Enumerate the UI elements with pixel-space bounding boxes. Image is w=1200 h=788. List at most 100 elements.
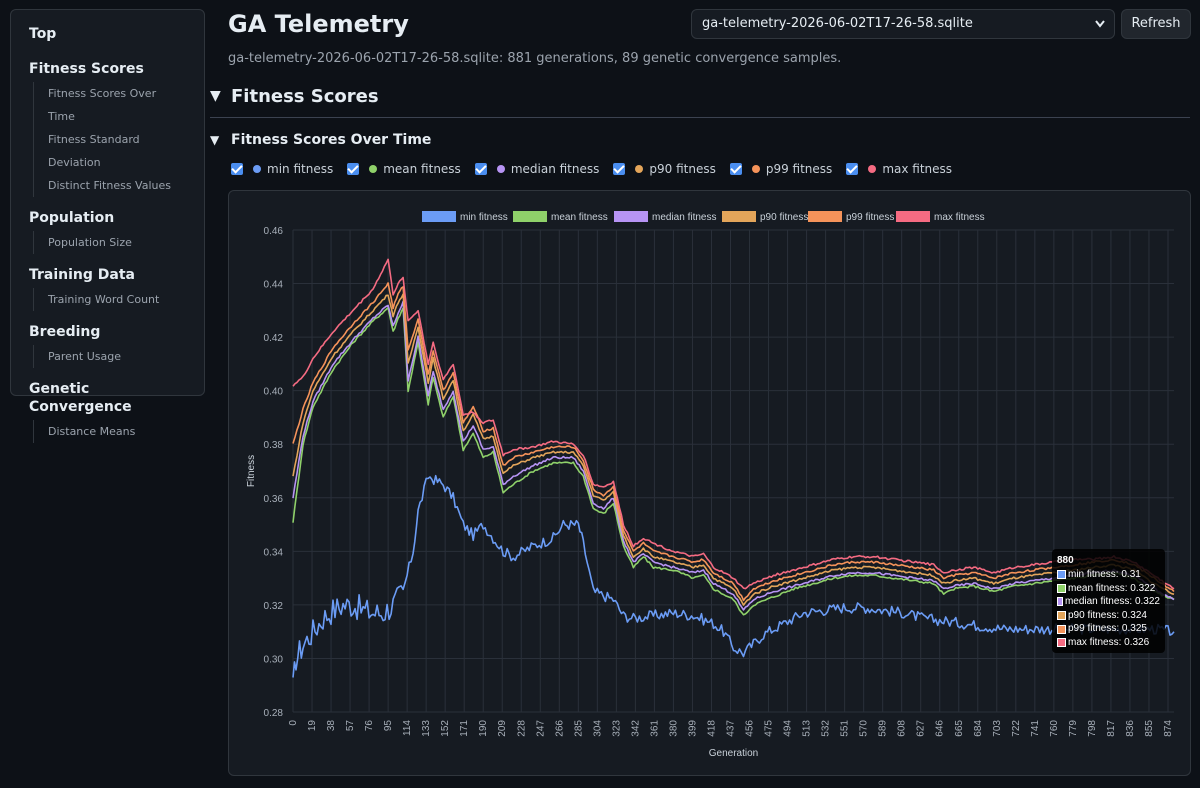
database-select[interactable]: ga-telemetry-2026-06-02T17-26-58.sqlite xyxy=(691,9,1115,39)
tooltip-label: min fitness: 0.31 xyxy=(1068,569,1141,580)
toggle-p99-fitness[interactable]: p99 fitness xyxy=(729,162,833,176)
legend-label: median fitness xyxy=(652,212,716,223)
x-tick-label: 76 xyxy=(364,720,375,732)
nav-item-fitness-std-dev[interactable]: Fitness Standard Deviation xyxy=(48,133,140,169)
x-tick-label: 741 xyxy=(1030,720,1041,737)
nav-group-training-data: Training Data Training Word Count xyxy=(29,266,186,311)
x-tick-label: 190 xyxy=(478,720,489,737)
x-tick-label: 0 xyxy=(288,720,299,726)
nav-item-population-size[interactable]: Population Size xyxy=(48,236,132,249)
x-tick-label: 19 xyxy=(307,720,318,732)
y-tick-label: 0.44 xyxy=(264,280,284,291)
section-header-fitness-scores[interactable]: ▼ Fitness Scores xyxy=(210,85,1190,118)
toggle-label: p90 fitness xyxy=(649,162,716,176)
collapse-triangle-icon[interactable]: ▼ xyxy=(210,88,221,104)
series-color-dot xyxy=(635,165,644,173)
tooltip-swatch xyxy=(1057,638,1066,648)
collapse-triangle-icon[interactable]: ▼ xyxy=(210,133,220,147)
nav-group-title[interactable]: Genetic Convergence xyxy=(29,381,132,415)
x-tick-label: 38 xyxy=(326,720,337,732)
tooltip-swatch xyxy=(1057,570,1066,580)
checkbox[interactable] xyxy=(846,163,859,175)
checkbox[interactable] xyxy=(231,163,243,175)
x-tick-label: 494 xyxy=(783,720,794,737)
nav-top-link[interactable]: Top xyxy=(29,26,57,42)
nav-item-fitness-over-time[interactable]: Fitness Scores Over Time xyxy=(48,87,157,123)
tooltip-swatch xyxy=(1057,597,1063,607)
series-line-median-fitness xyxy=(292,300,1175,611)
checkbox[interactable] xyxy=(474,163,487,175)
nav-group-title[interactable]: Population xyxy=(29,210,115,226)
toggle-p90-fitness[interactable]: p90 fitness xyxy=(613,162,716,176)
y-tick-label: 0.36 xyxy=(264,494,284,505)
nav-item-parent-usage[interactable]: Parent Usage xyxy=(48,350,121,363)
nav-item-training-word-count[interactable]: Training Word Count xyxy=(48,293,160,306)
nav-sublist: Fitness Scores Over Time Fitness Standar… xyxy=(33,82,186,197)
tooltip-label: median fitness: 0.322 xyxy=(1064,596,1160,608)
series-toggles: min fitness mean fitness median fitness … xyxy=(231,161,966,177)
y-axis-title: Fitness xyxy=(246,455,257,487)
nav-group-title[interactable]: Breeding xyxy=(29,324,101,340)
legend-label: p90 fitness xyxy=(760,212,808,223)
tooltip-label: p90 fitness: 0.324 xyxy=(1068,609,1147,621)
x-tick-label: 133 xyxy=(421,720,432,737)
y-tick-label: 0.46 xyxy=(264,226,284,237)
x-tick-label: 874 xyxy=(1163,720,1174,737)
nav-sublist: Population Size xyxy=(33,231,186,254)
toggle-mean-fitness[interactable]: mean fitness xyxy=(347,162,461,176)
nav-item-distinct-fitness[interactable]: Distinct Fitness Values xyxy=(48,179,171,192)
nav-sublist: Parent Usage xyxy=(33,345,186,368)
nav-group-title[interactable]: Fitness Scores xyxy=(29,61,144,77)
toggle-label: max fitness xyxy=(882,162,953,176)
x-tick-label: 608 xyxy=(897,720,908,737)
legend-swatch xyxy=(422,211,456,222)
page-title: GA Telemetry xyxy=(228,10,409,38)
nav-group-breeding: Breeding Parent Usage xyxy=(29,323,186,368)
x-tick-label: 456 xyxy=(745,720,756,737)
checkbox[interactable] xyxy=(613,163,626,175)
nav-group-title[interactable]: Training Data xyxy=(29,267,135,283)
x-tick-label: 855 xyxy=(1144,720,1155,737)
tooltip-row: median fitness: 0.322 xyxy=(1057,595,1160,609)
nav-group-population: Population Population Size xyxy=(29,209,186,254)
toggle-min-fitness[interactable]: min fitness xyxy=(231,162,333,176)
y-tick-label: 0.38 xyxy=(264,440,284,451)
tooltip-swatch xyxy=(1057,583,1066,593)
series-color-dot xyxy=(751,165,760,173)
tooltip-row: mean fitness: 0.322 xyxy=(1057,582,1160,596)
nav-item-distance-means[interactable]: Distance Means xyxy=(48,425,136,438)
series-line-p99-fitness xyxy=(292,282,1175,602)
series-color-dot xyxy=(369,165,378,173)
legend-swatch xyxy=(808,211,842,222)
legend-label: max fitness xyxy=(934,212,985,223)
legend-swatch xyxy=(722,211,756,222)
chevron-down-icon xyxy=(1094,10,1106,49)
series-line-p90-fitness xyxy=(292,293,1175,606)
x-tick-label: 323 xyxy=(611,720,622,737)
tooltip-label: p99 fitness: 0.325 xyxy=(1068,623,1147,635)
fitness-chart[interactable]: 0.46 0.44 0.42 0.40 0.38 0.36 0.34 0.32 0.30 0.28… xyxy=(229,191,1192,777)
y-tick-label: 0.40 xyxy=(264,387,284,398)
legend-swatch xyxy=(896,211,930,222)
toggle-median-fitness[interactable]: median fitness xyxy=(474,162,600,176)
nav-group-fitness-scores: Fitness Scores Fitness Scores Over Time … xyxy=(29,60,186,197)
x-tick-label: 209 xyxy=(497,720,508,737)
x-tick-label: 152 xyxy=(440,720,451,737)
tooltip-label: max fitness: 0.326 xyxy=(1068,636,1150,648)
x-tick-label: 380 xyxy=(668,720,679,737)
series-line-mean-fitness xyxy=(292,306,1175,616)
y-tick-label: 0.32 xyxy=(264,601,284,612)
toggle-label: median fitness xyxy=(510,162,600,176)
checkbox[interactable] xyxy=(347,163,360,175)
x-tick-label: 570 xyxy=(859,720,870,737)
checkbox[interactable] xyxy=(729,163,742,175)
refresh-button[interactable]: Refresh xyxy=(1121,9,1191,39)
x-tick-label: 684 xyxy=(973,720,984,737)
toggle-label: p99 fitness xyxy=(765,162,833,176)
x-tick-label: 646 xyxy=(935,720,946,737)
toggle-max-fitness[interactable]: max fitness xyxy=(846,162,952,176)
toggle-label: min fitness xyxy=(267,162,334,176)
tooltip-title: 880 xyxy=(1057,555,1074,566)
x-tick-label: 798 xyxy=(1087,720,1098,737)
x-tick-label: 228 xyxy=(516,720,527,737)
